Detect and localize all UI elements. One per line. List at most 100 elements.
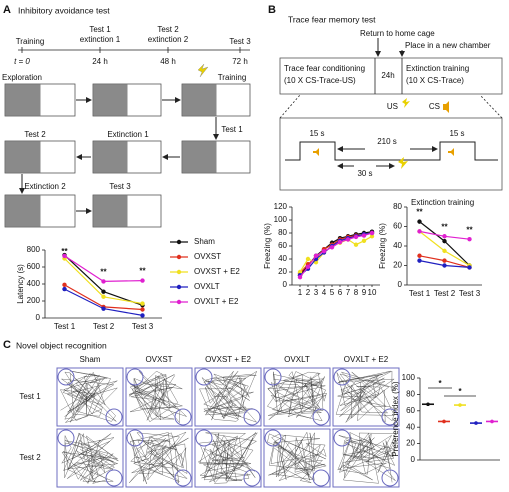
series-line (299, 232, 373, 278)
object (174, 469, 192, 487)
point (369, 234, 375, 239)
point (361, 238, 367, 243)
point (417, 229, 422, 234)
timeline-time: 24 h (92, 57, 108, 66)
point (417, 219, 422, 224)
y-tick-label: 100 (402, 373, 416, 382)
object (264, 429, 282, 447)
x-tick-label: Test 3 (132, 322, 154, 331)
mean-dot (474, 421, 478, 425)
mean-dot (458, 403, 462, 407)
y-tick-label: 60 (406, 406, 415, 415)
y-tick-label: 100 (274, 215, 288, 224)
point (442, 234, 447, 239)
x-tick-label: Test 3 (459, 289, 481, 298)
point (361, 233, 367, 238)
timeline-event: extinction 1 (80, 35, 121, 44)
step-label: Training (218, 73, 247, 82)
x-tick-label: 10 (368, 288, 377, 297)
duration: 210 s (377, 137, 397, 146)
y-tick-label: 0 (36, 313, 41, 322)
annotation: ** (416, 208, 423, 217)
note: Return to home cage (360, 29, 435, 38)
column-header: OVXST (145, 355, 172, 364)
point (369, 230, 375, 236)
track (337, 432, 396, 484)
object (174, 408, 192, 426)
apparatus-row (4, 117, 251, 174)
track (199, 370, 258, 423)
step-label: Exploration (2, 73, 42, 82)
track (129, 431, 189, 484)
y-tick-label: 80 (406, 390, 415, 399)
step-label: Test 3 (109, 182, 131, 191)
x-tick-label: 3 (314, 288, 319, 297)
point (345, 237, 351, 242)
panel-letter: A (3, 4, 11, 16)
object (126, 368, 144, 386)
track (60, 370, 118, 423)
point (305, 256, 311, 262)
timeline-time: t = 0 (14, 57, 30, 66)
timeline-event: Test 3 (229, 37, 251, 46)
y-tick-label: 800 (27, 245, 41, 254)
y-axis-label: Preference index (%) (391, 381, 400, 456)
phase: (10 X CS-Trace-US) (284, 76, 356, 85)
point (313, 253, 319, 258)
point (442, 258, 447, 263)
panel-title: Novel object recognition (16, 340, 107, 350)
stim-label: CS (429, 102, 440, 111)
note: Place in a new chamber (405, 41, 491, 50)
point (101, 289, 106, 294)
annotation: * (458, 387, 462, 396)
annotation: ** (466, 225, 473, 234)
timeline-event: Training (16, 37, 45, 46)
annotation: ** (139, 267, 146, 276)
point (329, 245, 335, 250)
y-tick-label: 40 (406, 422, 415, 431)
object (105, 408, 123, 426)
protocol-box (279, 57, 503, 95)
object (195, 368, 213, 386)
track (335, 370, 396, 423)
x-tick-label: 5 (330, 288, 335, 297)
y-tick-label: 20 (278, 267, 287, 276)
y-tick-label: 80 (278, 228, 287, 237)
point (297, 275, 303, 280)
point (467, 236, 472, 242)
mean-dot (442, 419, 446, 424)
legend-marker (176, 269, 182, 275)
timeline-event: Test 1 (89, 25, 111, 34)
column-header: OVXLT + E2 (344, 355, 389, 364)
panel-title: Trace fear memory test (288, 14, 376, 24)
point (140, 278, 145, 283)
track (267, 371, 327, 422)
annotation: ** (61, 247, 68, 256)
legend-marker (176, 239, 182, 245)
point (321, 249, 327, 254)
phase: (10 X CS-Trace) (406, 76, 464, 85)
y-tick-label: 20 (393, 261, 402, 270)
object (195, 429, 213, 447)
panel-letter: B (268, 4, 276, 16)
x-tick-label: 2 (306, 288, 311, 297)
x-tick-label: Test 2 (434, 289, 456, 298)
track (267, 431, 327, 483)
point (467, 265, 472, 270)
point (62, 253, 67, 259)
point (62, 286, 67, 292)
legend-label: OVXLT + E2 (194, 297, 239, 306)
point (305, 264, 311, 269)
arena (332, 367, 400, 427)
phase: 24h (381, 71, 394, 80)
y-tick-label: 40 (393, 241, 402, 250)
duration: 30 s (357, 169, 372, 178)
x-tick-label: Test 2 (93, 322, 115, 331)
object (105, 469, 123, 487)
trace-waveform (285, 141, 498, 161)
apparatus-row (4, 63, 251, 117)
point (297, 269, 303, 275)
annotation: ** (100, 268, 107, 277)
legend-marker (176, 299, 182, 305)
point (417, 258, 422, 263)
